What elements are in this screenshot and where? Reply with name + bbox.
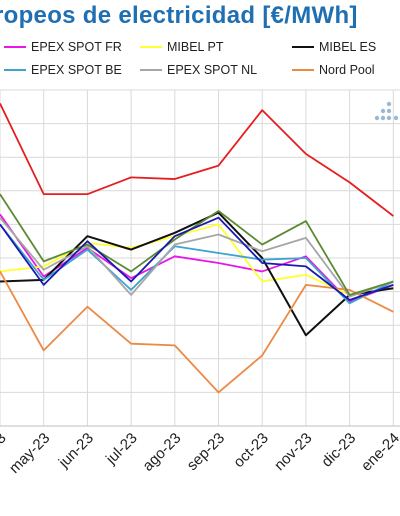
chart-title: ropeos de electricidad [€/MWh] — [0, 2, 358, 29]
legend-label: Nord Pool — [319, 63, 375, 77]
series-line — [0, 216, 394, 301]
legend-swatch — [4, 46, 26, 48]
dots-logo-icon — [374, 101, 399, 121]
x-tick-label: may-23 — [6, 430, 53, 477]
legend-swatch — [292, 69, 314, 71]
legend-item: Nord Pool — [292, 63, 375, 77]
x-tick-label: jun-23 — [55, 430, 97, 472]
series-line — [0, 103, 394, 217]
legend-label: MIBEL PT — [167, 40, 224, 54]
legend-swatch — [292, 46, 314, 48]
series-line — [0, 223, 394, 296]
x-tick-label: jul-23 — [102, 430, 141, 469]
legend-item: EPEX SPOT FR — [4, 40, 122, 54]
legend-label: EPEX SPOT FR — [31, 40, 122, 54]
series-line — [0, 271, 394, 394]
x-tick-label: nov-23 — [271, 430, 315, 474]
legend-swatch — [4, 69, 26, 71]
legend-swatch — [140, 46, 162, 48]
x-tick-label: dic-23 — [318, 430, 359, 471]
legend-label: MIBEL ES — [319, 40, 377, 54]
legend-item: EPEX SPOT BE — [4, 63, 122, 77]
legend-item: MIBEL PT — [140, 40, 224, 54]
x-tick-label: oct-23 — [230, 430, 272, 472]
legend-label: EPEX SPOT BE — [31, 63, 122, 77]
legend-label: EPEX SPOT NL — [167, 63, 258, 77]
legend: EPEX SPOT FR MIBEL PT MIBEL ES EPEX SPOT BE… — [0, 36, 400, 84]
series-line — [0, 223, 394, 305]
legend-swatch — [140, 69, 162, 71]
x-tick-label: sep-23 — [184, 430, 228, 474]
series-line — [0, 193, 394, 296]
x-tick-label: ago-23 — [139, 430, 184, 475]
legend-item: EPEX SPOT NL — [140, 63, 257, 77]
legend-item: MIBEL ES — [292, 40, 376, 54]
x-tick-label: ene-24 — [358, 430, 400, 475]
series-line — [0, 217, 394, 298]
